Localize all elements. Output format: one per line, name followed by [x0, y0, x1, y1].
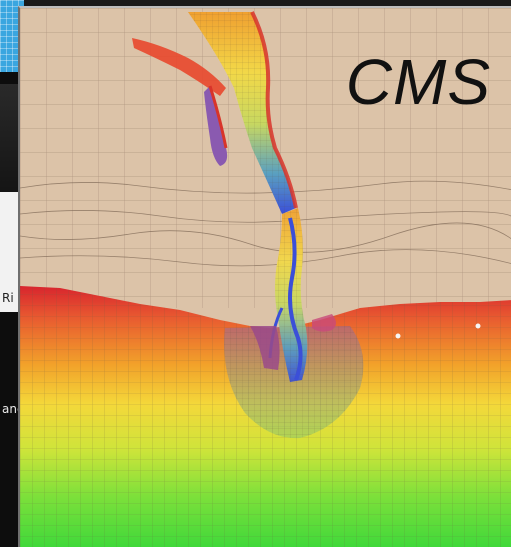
model-name-label: CMS: [345, 46, 491, 118]
inlet-throat: [250, 326, 280, 370]
inlet-shoal: [312, 314, 336, 332]
channel-thalweg: [288, 217, 303, 381]
grid-marker-2: [475, 323, 481, 329]
model-grid-image: CMS: [18, 6, 511, 547]
side-channel-purple: [204, 86, 228, 166]
upper-left-branch: [132, 38, 226, 96]
model-grid-svg: [20, 8, 511, 547]
side-channel-edge: [208, 85, 228, 149]
background-slide-text-ri: Ri: [2, 291, 14, 305]
grid-marker-1: [395, 333, 401, 339]
main-channel-upper-mesh: [188, 12, 296, 214]
channel-edge-red: [250, 11, 298, 209]
ebb-plume-mesh: [224, 326, 364, 439]
